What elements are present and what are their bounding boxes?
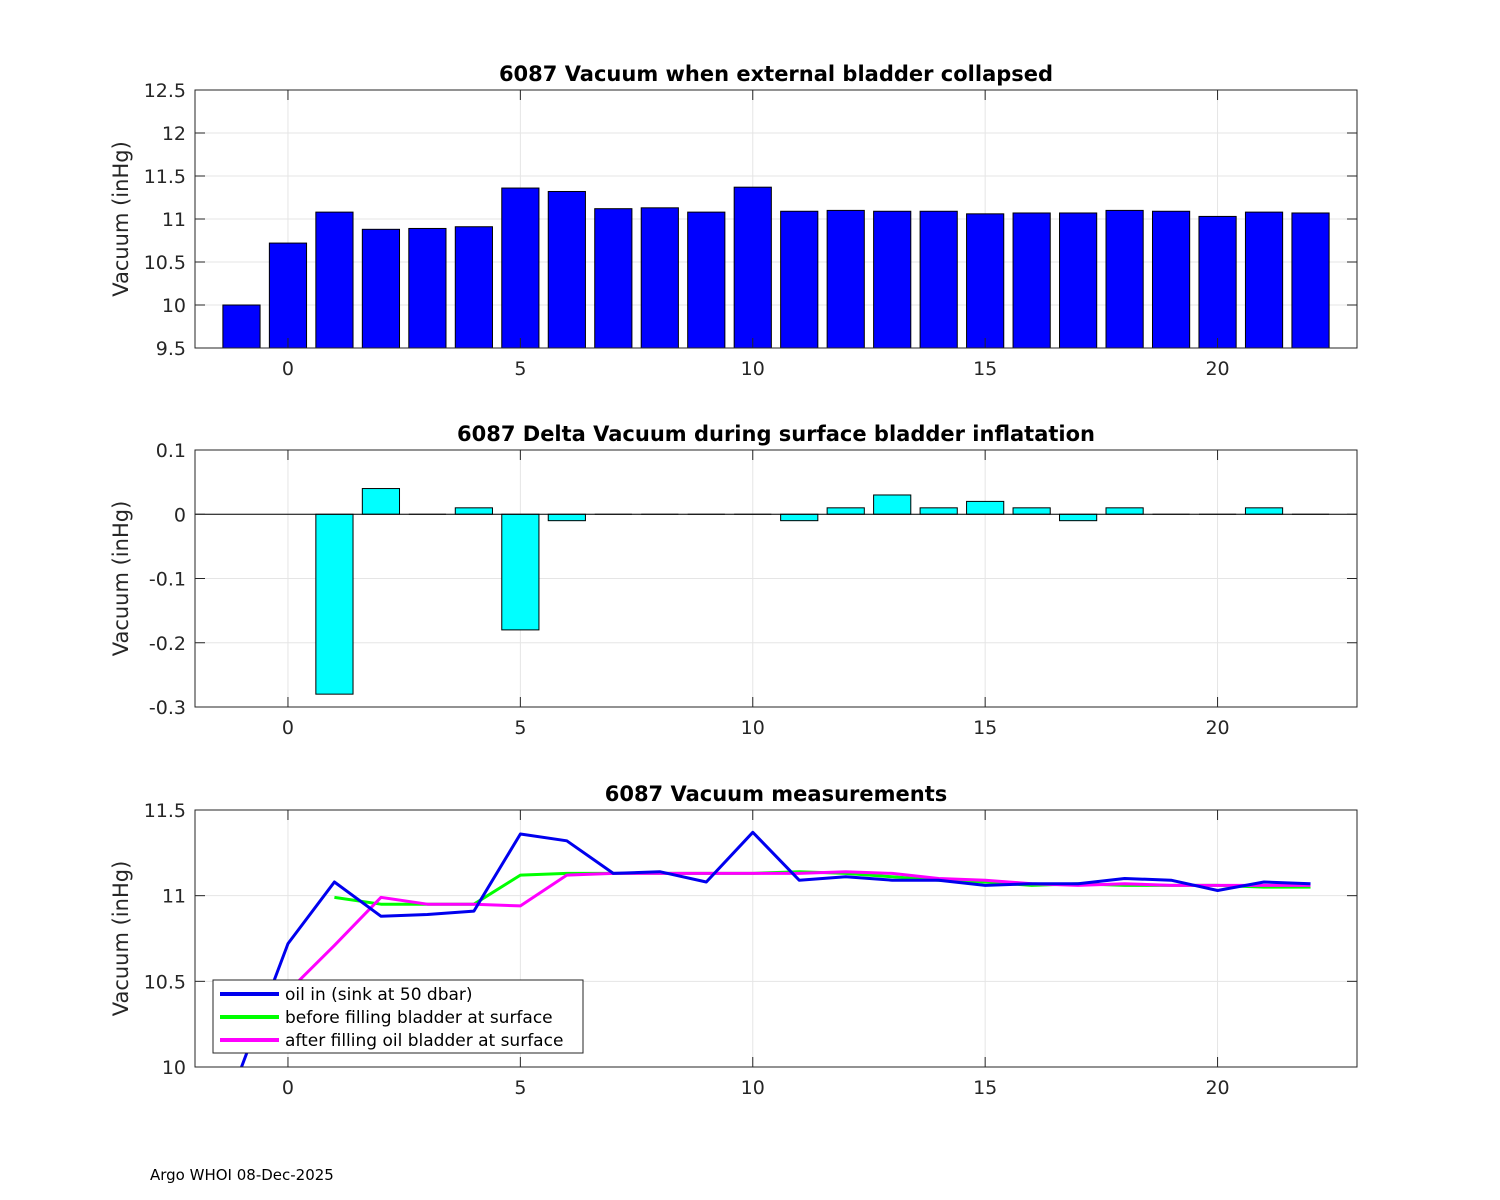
x-tick-label: 15: [973, 1077, 997, 1099]
bar: [547, 190, 586, 349]
x-tick-label: 20: [1205, 717, 1229, 739]
bar: [733, 186, 772, 349]
y-axis-label: Vacuum (inHg): [109, 501, 133, 657]
bar: [826, 209, 865, 349]
bar: [1244, 211, 1284, 349]
x-tick-label: 10: [741, 358, 765, 380]
bar: [315, 211, 354, 349]
y-tick-label: 10: [162, 1057, 186, 1079]
bar: [268, 242, 308, 349]
footer-credit: Argo WHOI 08-Dec-2025: [150, 1166, 334, 1184]
bar: [454, 507, 493, 515]
y-axis-label: Vacuum (inHg): [109, 861, 133, 1017]
y-tick-label: -0.3: [149, 697, 186, 719]
bar: [361, 228, 401, 349]
y-tick-label: 10: [162, 295, 186, 317]
bar: [966, 500, 1005, 515]
y-tick-label: 12: [162, 123, 186, 145]
x-tick-label: 5: [514, 358, 526, 380]
x-tick-label: 20: [1205, 358, 1229, 380]
bar: [1059, 513, 1098, 522]
bar: [826, 507, 865, 515]
bar: [1012, 212, 1051, 349]
x-tick-label: 20: [1205, 1077, 1229, 1099]
y-tick-label: 10.5: [144, 971, 186, 993]
chart-panel-3: 0 5 10 15 20 10 10.5 11 11.5 6087 Vacuum measurem…: [109, 782, 1358, 1099]
bar: [1105, 209, 1144, 349]
legend: oil in (sink at 50 dbar) before filling b…: [212, 979, 584, 1054]
y-tick-label: 11.5: [144, 800, 186, 822]
y-tick-label: 11: [162, 209, 186, 231]
axes-box: [194, 809, 1358, 1068]
legend-label: oil in (sink at 50 dbar): [285, 985, 473, 1005]
y-tick-label: 10.5: [144, 252, 186, 274]
bar: [966, 213, 1005, 349]
y-tick-label: -0.2: [149, 633, 186, 655]
chart-title: 6087 Delta Vacuum during surface bladder…: [457, 422, 1095, 446]
y-tick-label: 11: [162, 886, 186, 908]
x-tick-label: 15: [973, 717, 997, 739]
bar: [222, 304, 261, 349]
bar: [1105, 507, 1144, 515]
bar: [780, 210, 819, 349]
y-tick-label: -0.1: [149, 569, 186, 591]
x-tick-label: 10: [741, 717, 765, 739]
bar: [1012, 507, 1051, 515]
bar: [873, 494, 912, 515]
y-tick-label: 12.5: [144, 80, 186, 102]
chart-title: 6087 Vacuum measurements: [605, 782, 948, 806]
y-tick-label: 0.1: [156, 440, 186, 462]
bar: [454, 226, 493, 349]
bar: [919, 507, 958, 515]
bar: [501, 187, 540, 349]
bar: [315, 513, 354, 695]
y-tick-label: 11.5: [144, 166, 186, 188]
bar: [408, 227, 447, 349]
bar: [780, 513, 819, 522]
series-line-3: [286, 870, 1311, 993]
chart-panel-2: 0 5 10 15 20 -0.3 -0.2 -0.1 0 0.1 6087 Delta Vacuu…: [109, 422, 1358, 739]
bar: [1291, 212, 1330, 349]
bar: [919, 210, 958, 349]
y-tick-label: 9.5: [156, 338, 186, 360]
chart-title: 6087 Vacuum when external bladder collap…: [499, 62, 1053, 86]
x-tick-label: 0: [282, 358, 294, 380]
y-tick-label: 0: [174, 504, 186, 526]
series-line-1: [240, 830, 1311, 1067]
legend-label: before filling bladder at surface: [285, 1008, 553, 1028]
x-tick-label: 0: [282, 1077, 294, 1099]
bar: [640, 207, 679, 349]
x-tick-label: 5: [514, 717, 526, 739]
x-tick-label: 0: [282, 717, 294, 739]
x-tick-label: 15: [973, 358, 997, 380]
bar: [1059, 212, 1098, 349]
bar: [873, 210, 912, 349]
chart-panel-1: 0 5 10 15 20 9.5 10 10.5 11 11.5 12 12.5 6087 Vacuum…: [109, 62, 1358, 380]
bar: [1244, 507, 1284, 515]
bar: [501, 513, 540, 631]
bar: [1151, 210, 1191, 349]
bar: [361, 488, 401, 515]
bar: [547, 513, 586, 522]
bar: [687, 211, 726, 349]
x-tick-label: 10: [741, 1077, 765, 1099]
x-tick-label: 5: [514, 1077, 526, 1099]
bar: [594, 208, 633, 349]
bar: [1198, 215, 1237, 349]
legend-label: after filling oil bladder at surface: [285, 1031, 563, 1051]
y-axis-label: Vacuum (inHg): [109, 141, 133, 297]
